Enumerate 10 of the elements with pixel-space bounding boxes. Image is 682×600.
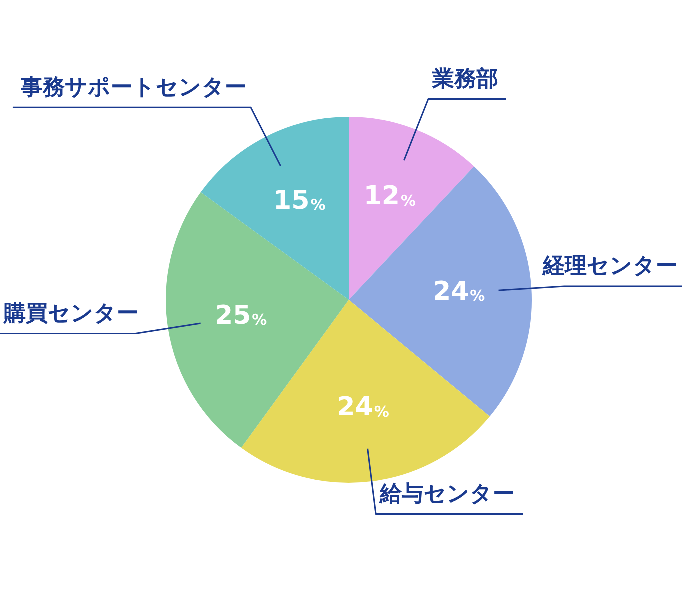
slice-label: 経理センター (542, 254, 678, 280)
slice-label: 事務サポートセンター (20, 75, 247, 100)
slice-label: 給与センター (379, 482, 516, 507)
slice-label: 購買センター (3, 302, 139, 326)
slice-label: 業務部 (431, 66, 498, 92)
data-label: 25% (214, 300, 268, 331)
data-label: 24% (432, 276, 486, 307)
data-label: 15% (274, 186, 326, 216)
data-label: 24% (337, 392, 390, 423)
data-label: 12% (364, 182, 416, 212)
